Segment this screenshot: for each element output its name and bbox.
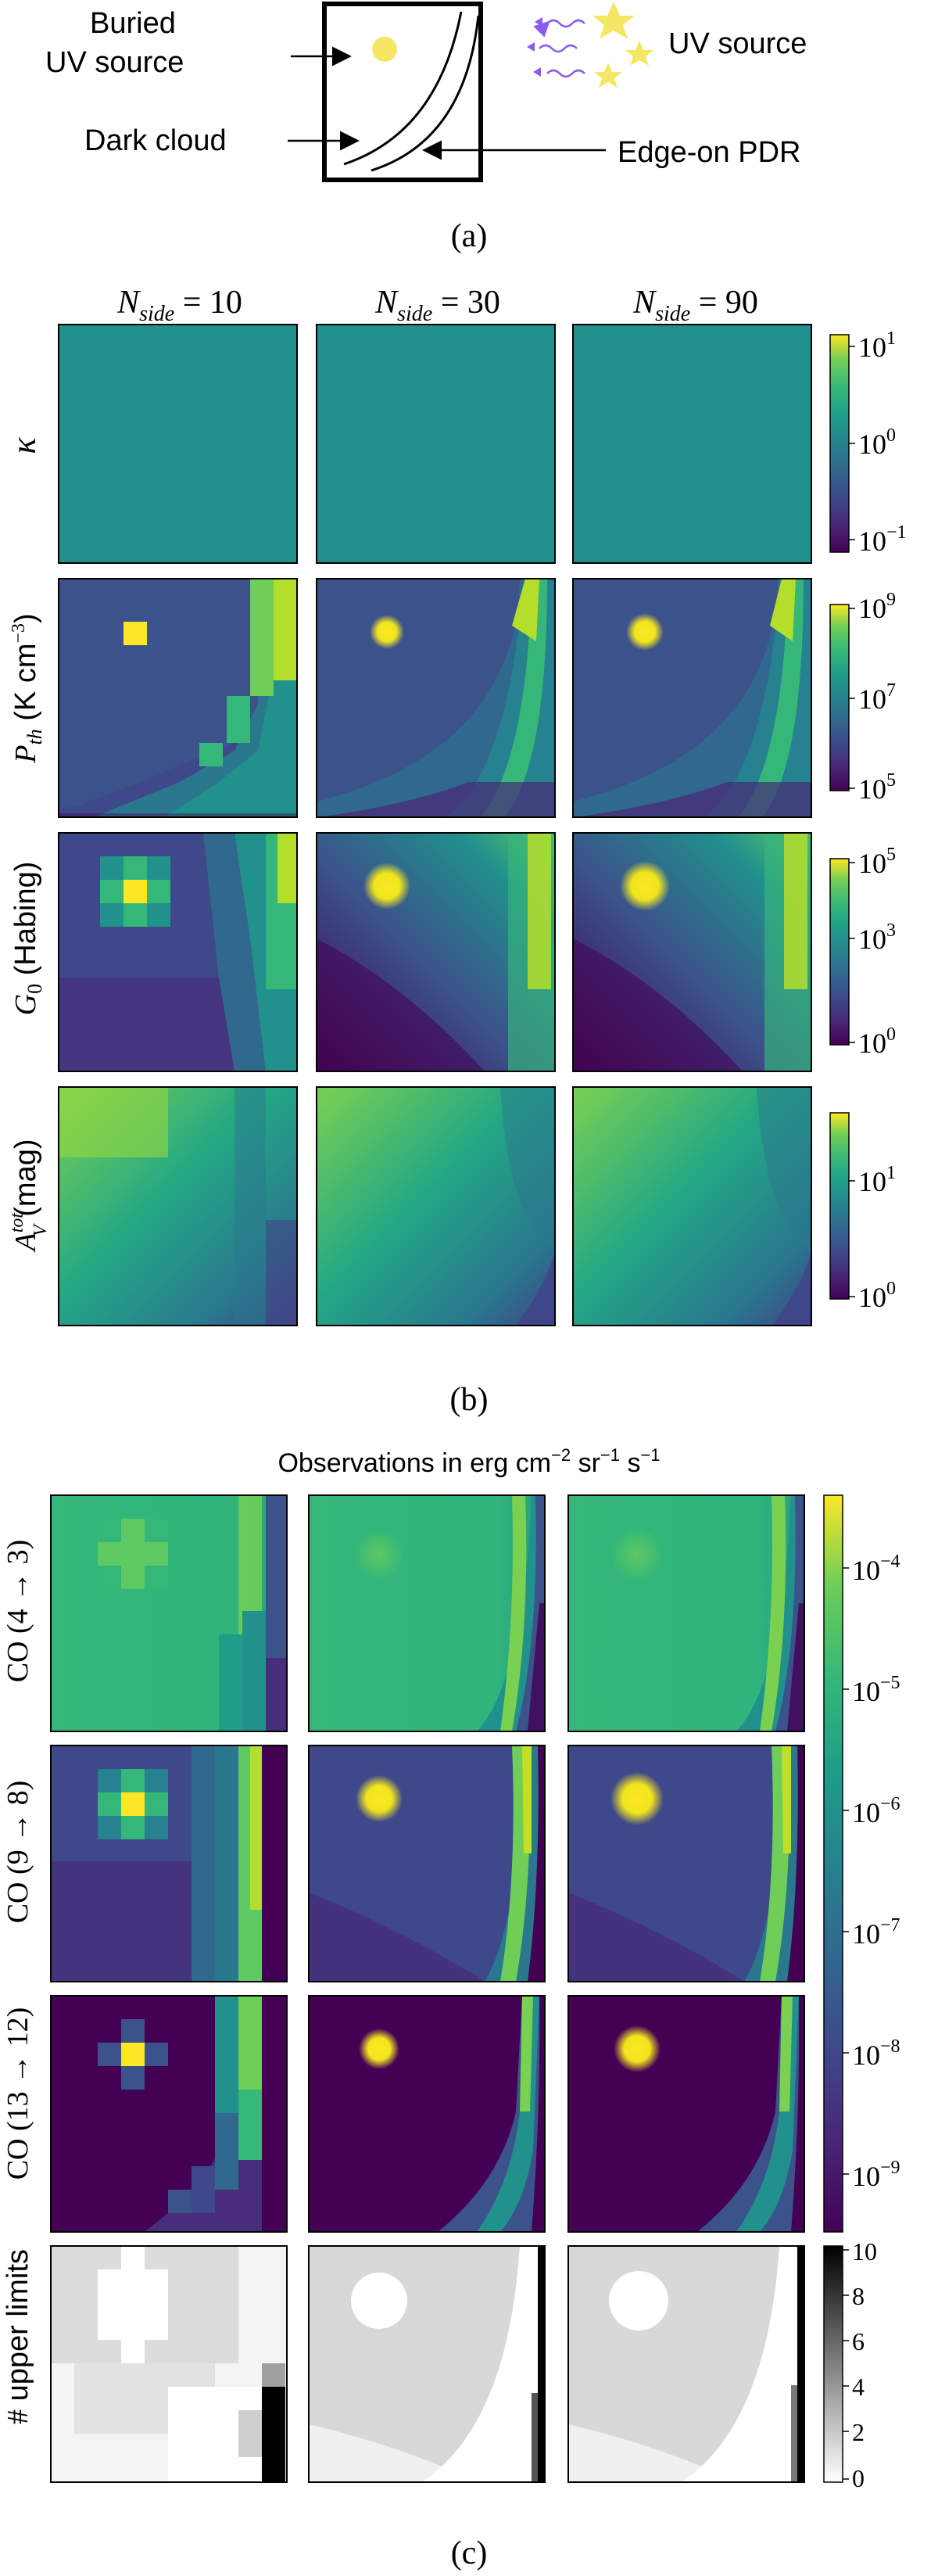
cb-upper-tick-8: 8 [852,2282,865,2310]
map-pth-10 [58,578,298,818]
observations-title: Observations in erg cm−2 sr−1 s−1 [277,1445,660,1478]
colorbar-pth: 109 107 105 [829,590,896,805]
colorbar-observations: 10−4 10−5 10−6 10−7 10−8 10−9 [823,1494,900,2233]
cb-g0-tick-bottom: 100 [858,1024,896,1059]
pdr-front-inner [343,11,463,166]
row-label-upper-limits: # upper limits [2,2249,34,2424]
row-label-kappa: κ [5,437,43,454]
cb-upper-tick-0: 0 [852,2464,865,2492]
cb-av-tick-bottom: 100 [858,1279,896,1313]
row-kappa-maps [58,324,812,564]
map-co98-30 [308,1745,546,1982]
cb-kappa-tick-top: 101 [858,328,896,363]
map-g0-10 [58,832,298,1072]
panel-a-schematic: Buried UV source Dark cloud UV source Ed… [45,2,807,182]
buried-label-line2: UV source [45,46,184,79]
cb-pth-tick-mid: 107 [858,680,896,715]
buried-uv-source-dot [372,37,397,62]
cb-kappa-tick-mid: 100 [858,425,896,460]
colorbar-av: 101 100 [829,1112,896,1313]
buried-label-line1: Buried [90,7,176,40]
map-av-10 [58,1086,298,1326]
cb-upper-tick-2: 2 [852,2418,865,2446]
caption-a: (a) [451,218,488,254]
cb-g0-tick-mid: 103 [858,920,896,955]
cb-obs-tick-3: 10−6 [852,1794,900,1828]
col-title-nside-90: Nside = 90 [632,285,758,326]
map-kappa-90 [572,324,812,564]
cloud-box [322,2,483,182]
map-pth-30 [316,578,556,818]
row-label-pth: Pth (K cm−3) [9,613,46,763]
pdr-front-outer [371,15,480,172]
row-co1312-maps [50,1995,805,2233]
star-icon [593,2,653,88]
map-co43-10 [50,1494,288,1732]
dark-cloud-label: Dark cloud [84,124,227,157]
row-av-maps [58,1086,812,1326]
colorbar-g0: 105 103 100 [829,845,896,1059]
map-g0-90 [572,832,812,1072]
map-co1312-90 [567,1995,805,2233]
map-upper-10 [50,2245,288,2483]
map-co43-30 [308,1494,546,1732]
edge-on-pdr-label: Edge-on PDR [618,136,800,169]
cb-obs-tick-5: 10−8 [852,2036,900,2071]
row-upper-limits-maps [50,2245,805,2483]
map-kappa-10 [58,324,298,564]
cb-upper-tick-6: 6 [852,2327,865,2355]
row-label-av: Atot V (mag) [7,1139,51,1253]
map-upper-90 [567,2245,805,2483]
caption-b: (b) [450,1382,489,1418]
cb-g0-tick-top: 105 [858,845,896,879]
cb-pth-tick-top: 109 [858,590,896,624]
row-pth-maps [58,578,812,818]
map-av-30 [316,1086,556,1326]
row-co43-maps [50,1494,805,1732]
map-g0-30 [316,832,556,1072]
cb-obs-tick-1: 10−4 [852,1552,900,1586]
map-co1312-10 [50,1995,288,2233]
panel-b-column-titles: Nside = 10 Nside = 30 Nside = 90 [116,285,758,326]
cb-upper-tick-10: 10 [852,2237,877,2266]
row-label-g0: G0 (Habing) [9,862,46,1016]
cb-obs-tick-6: 10−9 [852,2158,900,2192]
map-co43-90 [567,1494,805,1732]
uv-source-label: UV source [668,27,807,60]
map-co98-10 [50,1745,288,1982]
cb-pth-tick-bottom: 105 [858,770,896,805]
row-label-co43: CO (4 → 3) [2,1540,34,1683]
colorbar-kappa: 101 100 10−1 [829,328,907,557]
cb-obs-tick-4: 10−7 [852,1915,900,1950]
cb-kappa-tick-bottom: 10−1 [858,522,907,557]
uv-photon-arrows [527,17,585,78]
row-label-co1312: CO (13 → 12) [2,2007,34,2180]
map-co98-90 [567,1745,805,1982]
row-g0-maps [58,832,812,1072]
col-title-nside-30: Nside = 30 [374,285,500,326]
caption-c: (c) [451,2535,488,2571]
cb-av-tick-top: 101 [858,1163,896,1197]
colorbar-upper-limits: 10 8 6 4 2 0 [823,2237,877,2492]
col-title-nside-10: Nside = 10 [116,285,242,326]
map-pth-90 [572,578,812,818]
row-label-co98: CO (9 → 8) [2,1781,34,1924]
map-co1312-30 [308,1995,546,2233]
cb-obs-tick-2: 10−5 [852,1673,900,1707]
map-av-90 [572,1086,812,1326]
row-co98-maps [50,1745,805,1982]
map-upper-30 [308,2245,546,2483]
cb-upper-tick-4: 4 [852,2373,865,2401]
map-kappa-30 [316,324,556,564]
